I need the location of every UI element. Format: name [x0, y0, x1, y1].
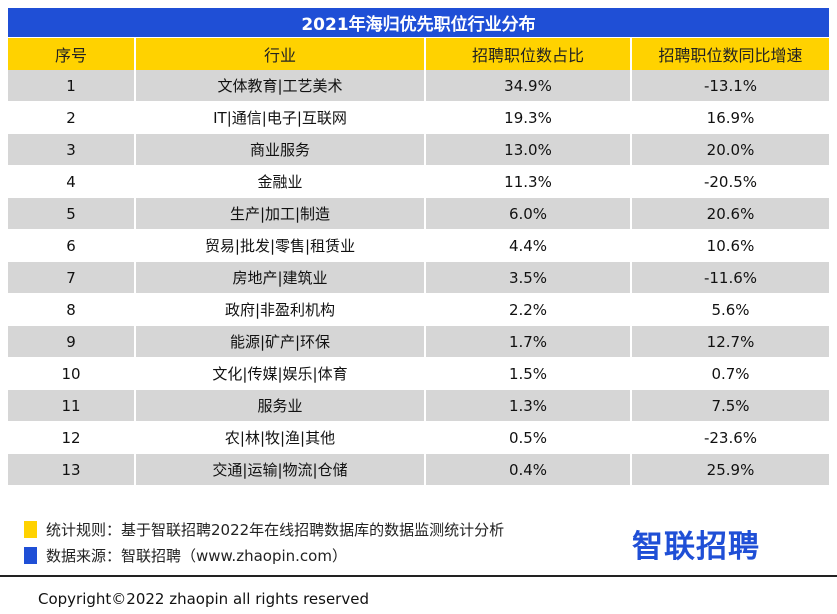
table-row: 10 文化|传媒|娱乐|体育 1.5% 0.7%	[8, 357, 829, 390]
row-industry: 贸易|批发|零售|租赁业	[135, 229, 426, 262]
rule-note: 统计规则：基于智联招聘2022年在线招聘数据库的数据监测统计分析	[24, 516, 504, 542]
row-growth: 25.9%	[631, 453, 829, 486]
row-share: 1.5%	[425, 357, 632, 390]
header-industry: 行业	[135, 38, 426, 70]
table-row: 11 服务业 1.3% 7.5%	[8, 389, 829, 422]
row-industry: IT|通信|电子|互联网	[135, 101, 426, 134]
row-share: 0.4%	[425, 453, 632, 486]
row-share: 0.5%	[425, 421, 632, 454]
row-industry: 能源|矿产|环保	[135, 325, 426, 358]
row-growth: 7.5%	[631, 389, 829, 422]
row-industry: 文体教育|工艺美术	[135, 70, 426, 102]
table-title: 2021年海归优先职位行业分布	[8, 8, 829, 37]
row-index: 7	[8, 261, 136, 294]
industry-table: 序号 行业 招聘职位数占比 招聘职位数同比增速 1 文体教育|工艺美术 34.9% -…	[8, 38, 829, 486]
row-index: 1	[8, 70, 136, 102]
row-growth: -20.5%	[631, 165, 829, 198]
table-row: 13 交通|运输|物流|仓储 0.4% 25.9%	[8, 453, 829, 486]
header-growth: 招聘职位数同比增速	[631, 38, 829, 70]
row-industry: 金融业	[135, 165, 426, 198]
row-growth: 12.7%	[631, 325, 829, 358]
row-industry: 文化|传媒|娱乐|体育	[135, 357, 426, 390]
row-industry: 生产|加工|制造	[135, 197, 426, 230]
table-row: 8 政府|非盈利机构 2.2% 5.6%	[8, 293, 829, 326]
row-industry: 交通|运输|物流|仓储	[135, 453, 426, 486]
row-share: 11.3%	[425, 165, 632, 198]
table-row: 5 生产|加工|制造 6.0% 20.6%	[8, 197, 829, 230]
row-share: 4.4%	[425, 229, 632, 262]
table-row: 12 农|林|牧|渔|其他 0.5% -23.6%	[8, 421, 829, 454]
row-index: 11	[8, 389, 136, 422]
row-index: 10	[8, 357, 136, 390]
row-growth: 16.9%	[631, 101, 829, 134]
header-row: 序号 行业 招聘职位数占比 招聘职位数同比增速	[8, 38, 829, 70]
row-share: 6.0%	[425, 197, 632, 230]
row-share: 19.3%	[425, 101, 632, 134]
row-share: 13.0%	[425, 133, 632, 166]
row-share: 3.5%	[425, 261, 632, 294]
row-industry: 房地产|建筑业	[135, 261, 426, 294]
row-share: 1.3%	[425, 389, 632, 422]
row-growth: 20.6%	[631, 197, 829, 230]
table-body: 1 文体教育|工艺美术 34.9% -13.1% 2 IT|通信|电子|互联网 19.3% 1…	[8, 70, 829, 486]
rule-text: 统计规则：基于智联招聘2022年在线招聘数据库的数据监测统计分析	[46, 520, 505, 539]
row-index: 12	[8, 421, 136, 454]
row-growth: -23.6%	[631, 421, 829, 454]
row-growth: 0.7%	[631, 357, 829, 390]
row-index: 13	[8, 453, 136, 486]
row-index: 9	[8, 325, 136, 358]
row-industry: 服务业	[135, 389, 426, 422]
row-index: 8	[8, 293, 136, 326]
row-index: 4	[8, 165, 136, 198]
row-industry: 政府|非盈利机构	[135, 293, 426, 326]
row-share: 1.7%	[425, 325, 632, 358]
table-row: 1 文体教育|工艺美术 34.9% -13.1%	[8, 70, 829, 102]
row-growth: -13.1%	[631, 70, 829, 102]
table-row: 9 能源|矿产|环保 1.7% 12.7%	[8, 325, 829, 358]
row-industry: 农|林|牧|渔|其他	[135, 421, 426, 454]
table-row: 4 金融业 11.3% -20.5%	[8, 165, 829, 198]
row-share: 2.2%	[425, 293, 632, 326]
row-index: 3	[8, 133, 136, 166]
zhaopin-logo: 智联招聘	[632, 529, 760, 565]
row-growth: 20.0%	[631, 133, 829, 166]
row-share: 34.9%	[425, 70, 632, 102]
row-growth: 10.6%	[631, 229, 829, 262]
row-industry: 商业服务	[135, 133, 426, 166]
footnotes: 统计规则：基于智联招聘2022年在线招聘数据库的数据监测统计分析 数据来源：智联…	[24, 516, 504, 568]
table-row: 6 贸易|批发|零售|租赁业 4.4% 10.6%	[8, 229, 829, 262]
row-index: 5	[8, 197, 136, 230]
header-share: 招聘职位数占比	[425, 38, 632, 70]
source-text: 数据来源：智联招聘（www.zhaopin.com）	[46, 546, 347, 565]
table-row: 2 IT|通信|电子|互联网 19.3% 16.9%	[8, 101, 829, 134]
yellow-square-icon	[24, 520, 37, 538]
row-growth: -11.6%	[631, 261, 829, 294]
blue-square-icon	[24, 546, 37, 564]
table-row: 7 房地产|建筑业 3.5% -11.6%	[8, 261, 829, 294]
source-note: 数据来源：智联招聘（www.zhaopin.com）	[24, 542, 504, 568]
copyright-text: Copyright©2022 zhaopin all rights reserv…	[38, 590, 369, 608]
row-index: 6	[8, 229, 136, 262]
table-row: 3 商业服务 13.0% 20.0%	[8, 133, 829, 166]
divider	[0, 575, 837, 577]
row-growth: 5.6%	[631, 293, 829, 326]
row-index: 2	[8, 101, 136, 134]
header-index: 序号	[8, 38, 136, 70]
